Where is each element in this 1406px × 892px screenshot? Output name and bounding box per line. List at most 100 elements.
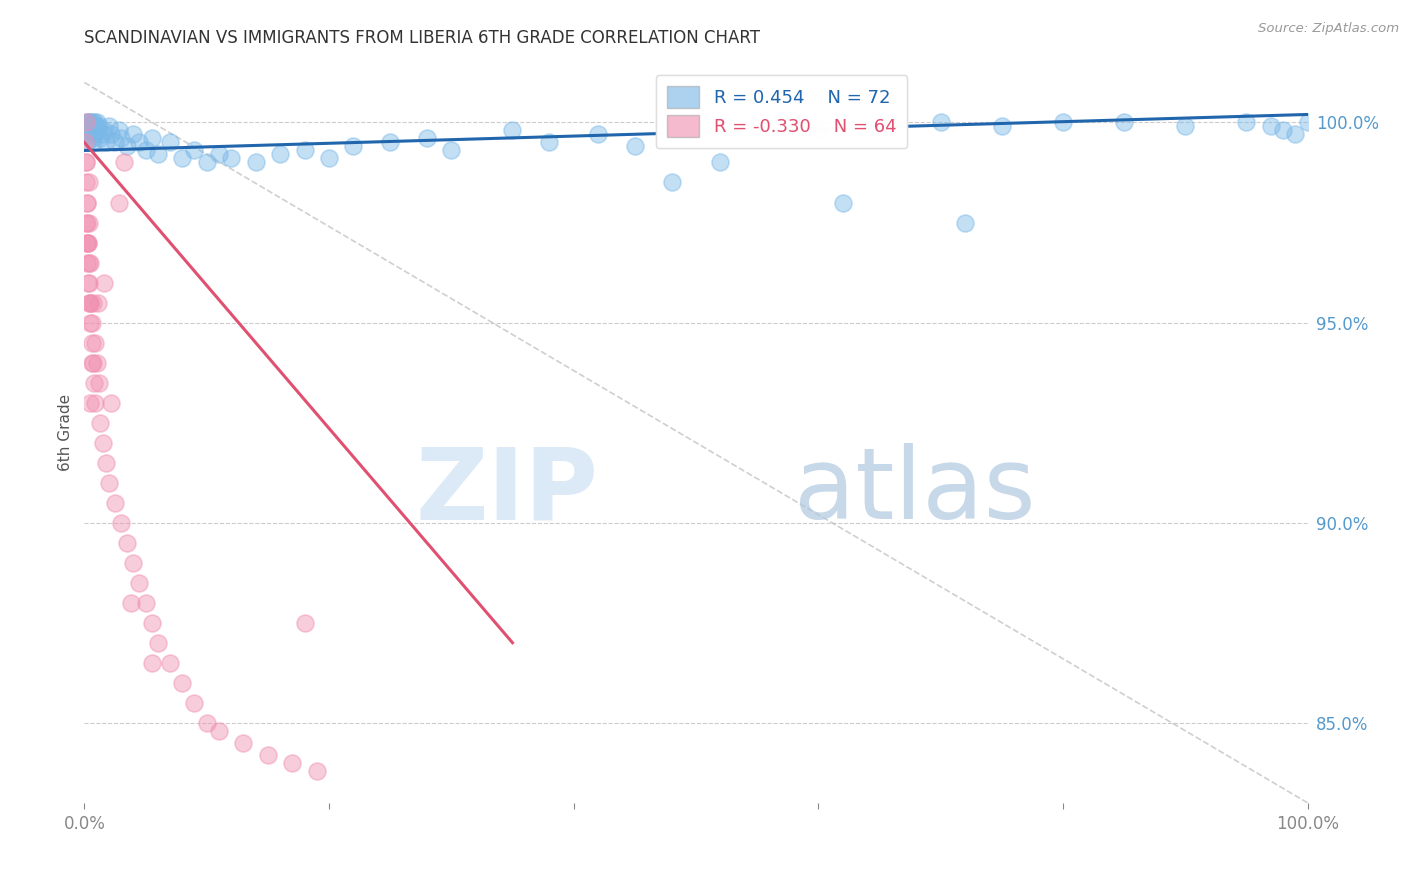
Point [269, 147, 291, 161]
Point [83, 115, 105, 129]
Point [128, 575, 150, 590]
Point [380, 136, 402, 150]
Point [77, 115, 100, 129]
Point [159, 656, 181, 670]
Point [82, 295, 104, 310]
Point [104, 136, 127, 150]
Point [107, 123, 129, 137]
Point [141, 615, 163, 630]
Point [110, 516, 132, 530]
Point [75, 215, 97, 229]
Point [77, 235, 100, 250]
Point [1052, 115, 1074, 129]
Point [929, 115, 952, 129]
Point [183, 696, 205, 710]
Point [97, 120, 120, 134]
Point [96, 136, 118, 150]
Point [1284, 128, 1306, 142]
Point [76, 195, 98, 210]
Point [77, 255, 100, 269]
Legend: R = 0.454    N = 72, R = -0.330    N = 64: R = 0.454 N = 72, R = -0.330 N = 64 [655, 75, 907, 148]
Point [1296, 115, 1319, 129]
Point [115, 139, 138, 153]
Point [79, 115, 101, 129]
Point [77, 176, 100, 190]
Point [87, 120, 110, 134]
Y-axis label: 6th Grade: 6th Grade [58, 394, 73, 471]
Point [257, 747, 280, 762]
Point [76, 235, 98, 250]
Point [318, 152, 340, 166]
Point [76, 195, 98, 210]
Point [991, 120, 1014, 134]
Point [112, 155, 135, 169]
Point [208, 147, 231, 161]
Point [76, 235, 98, 250]
Point [80, 120, 103, 134]
Point [83, 376, 105, 390]
Point [661, 176, 683, 190]
Point [107, 195, 129, 210]
Point [146, 147, 169, 161]
Point [110, 131, 132, 145]
Point [122, 556, 145, 570]
Point [82, 136, 104, 150]
Point [294, 615, 316, 630]
Point [502, 123, 524, 137]
Point [122, 128, 145, 142]
Point [342, 139, 364, 153]
Point [91, 435, 114, 450]
Point [183, 144, 205, 158]
Point [76, 136, 98, 150]
Point [75, 155, 97, 169]
Point [89, 131, 111, 145]
Point [79, 316, 101, 330]
Point [77, 215, 100, 229]
Point [77, 276, 100, 290]
Point [159, 136, 181, 150]
Point [100, 395, 122, 409]
Point [77, 295, 100, 310]
Point [82, 115, 104, 129]
Point [83, 128, 105, 142]
Point [79, 295, 101, 310]
Point [84, 120, 107, 134]
Point [685, 123, 707, 137]
Point [91, 128, 114, 142]
Point [208, 723, 231, 738]
Point [87, 295, 110, 310]
Point [75, 155, 97, 169]
Point [831, 195, 853, 210]
Point [709, 155, 731, 169]
Text: ZIP: ZIP [415, 443, 598, 541]
Point [80, 316, 103, 330]
Point [141, 131, 163, 145]
Point [172, 675, 194, 690]
Point [624, 139, 647, 153]
Point [115, 535, 138, 549]
Point [77, 120, 100, 134]
Point [76, 115, 98, 129]
Point [82, 355, 104, 369]
Point [77, 115, 100, 129]
Text: Source: ZipAtlas.com: Source: ZipAtlas.com [1258, 22, 1399, 36]
Point [440, 144, 463, 158]
Point [1114, 115, 1136, 129]
Point [416, 131, 439, 145]
Point [294, 144, 316, 158]
Point [141, 656, 163, 670]
Point [869, 120, 891, 134]
Text: atlas: atlas [794, 443, 1035, 541]
Point [1260, 120, 1282, 134]
Point [80, 335, 103, 350]
Point [195, 715, 218, 730]
Point [1236, 115, 1258, 129]
Point [75, 115, 97, 129]
Point [86, 355, 108, 369]
Point [281, 756, 304, 770]
Point [219, 152, 242, 166]
Point [77, 128, 100, 142]
Point [76, 215, 98, 229]
Point [80, 355, 103, 369]
Point [84, 335, 107, 350]
